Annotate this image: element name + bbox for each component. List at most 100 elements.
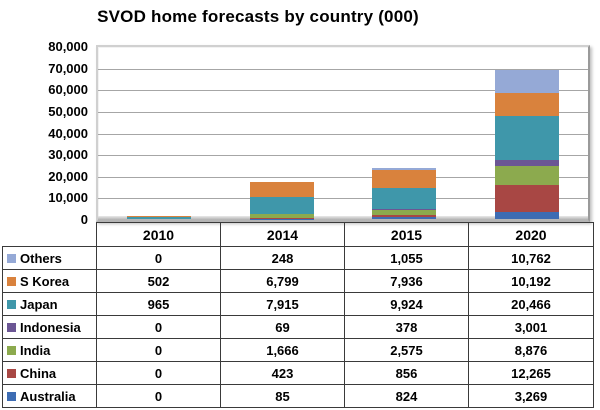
y-axis-tick-label: 70,000 (48, 60, 88, 76)
bar-segment-china-2020 (494, 185, 559, 212)
table-cell: 69 (220, 315, 345, 339)
bar-segment-s-korea-2014 (249, 182, 314, 198)
bar-segment-others-2015 (372, 168, 437, 171)
bar-segment-india-2020 (494, 166, 559, 186)
table-corner-cell (3, 223, 97, 247)
y-axis-tick-label: 50,000 (48, 103, 88, 119)
table-cell: 0 (96, 246, 221, 270)
bar-segment-china-2015 (372, 215, 437, 218)
y-axis-tick-label: 20,000 (48, 168, 88, 184)
table-cell: 1,666 (220, 338, 345, 362)
table-row-india: India 0 1,666 2,575 8,876 (2, 338, 594, 362)
gridline (98, 198, 588, 200)
gridline (98, 133, 588, 135)
bar-stack-2010 (127, 215, 192, 219)
y-axis-tick-label: 60,000 (48, 82, 88, 98)
plot-floor (98, 216, 588, 220)
table-cell: 856 (344, 361, 469, 385)
table-row-china: China 0 423 856 12,265 (2, 361, 594, 385)
bar-segment-india-2014 (249, 214, 314, 218)
legend-label-indonesia: Indonesia (2, 315, 97, 339)
legend-label-japan: Japan (2, 292, 97, 316)
bar-segment-china-2014 (249, 217, 314, 219)
year-header-2010: 2010 (96, 222, 221, 247)
gridline (98, 155, 588, 157)
table-cell: 6,799 (220, 269, 345, 293)
legend-swatch-icon (7, 277, 16, 286)
plot-area (96, 45, 590, 222)
year-header-row: 2010 2014 2015 2020 (3, 222, 594, 247)
table-cell: 824 (344, 384, 469, 408)
table-cell: 3,269 (468, 384, 594, 408)
table-cell: 10,192 (468, 269, 594, 293)
bar-segment-australia-2020 (494, 211, 559, 219)
table-cell: 423 (220, 361, 345, 385)
legend-label-australia: Australia (2, 384, 97, 408)
bar-segment-others-2014 (249, 181, 314, 183)
table-row-others: Others 0 248 1,055 10,762 (2, 246, 594, 270)
table-cell: 7,936 (344, 269, 469, 293)
table-cell: 7,915 (220, 292, 345, 316)
table-cell: 965 (96, 292, 221, 316)
legend-swatch-icon (7, 392, 16, 401)
bar-stack-2014 (249, 181, 314, 219)
bar-segment-india-2015 (372, 209, 437, 216)
bar-segment-s-korea-2015 (372, 170, 437, 188)
table-cell: 20,466 (468, 292, 594, 316)
gridline (98, 176, 588, 178)
data-table: 2010 2014 2015 2020 Others 0 248 1,055 10,762 S … (2, 222, 594, 408)
legend-swatch-icon (7, 323, 16, 332)
bar-segment-indonesia-2015 (372, 209, 437, 210)
legend-label-s-korea: S Korea (2, 269, 97, 293)
y-axis-tick-label: 0 (80, 212, 88, 227)
bar-segment-s-korea-2010 (127, 215, 192, 217)
bar-segment-japan-2015 (372, 187, 437, 209)
table-cell: 0 (96, 361, 221, 385)
bar-segment-indonesia-2020 (494, 159, 559, 167)
table-cell: 8,876 (468, 338, 594, 362)
table-cell: 0 (96, 384, 221, 408)
legend-label-india: India (2, 338, 97, 362)
y-axis-tick-label: 30,000 (48, 147, 88, 163)
bar-segment-japan-2020 (494, 115, 559, 160)
table-cell: 85 (220, 384, 345, 408)
year-header-2014: 2014 (220, 222, 345, 247)
table-cell: 3,001 (468, 315, 594, 339)
table-row-s-korea: S Korea 502 6,799 7,936 10,192 (2, 269, 594, 293)
bar-segment-japan-2014 (249, 197, 314, 215)
gridline (98, 68, 588, 70)
bar-segment-japan-2010 (127, 216, 192, 219)
gridline (98, 111, 588, 113)
table-row-australia: Australia 0 85 824 3,269 (2, 384, 594, 408)
year-header-2020: 2020 (468, 222, 594, 247)
table-cell: 12,265 (468, 361, 594, 385)
y-axis-tick-label: 40,000 (48, 125, 88, 141)
legend-swatch-icon (7, 300, 16, 309)
table-row-indonesia: Indonesia 0 69 378 3,001 (2, 315, 594, 339)
table-cell: 9,924 (344, 292, 469, 316)
chart-title: SVOD home forecasts by country (000) (97, 7, 419, 26)
legend-swatch-icon (7, 369, 16, 378)
table-row-japan: Japan 965 7,915 9,924 20,466 (2, 292, 594, 316)
y-axis-tick-label: 80,000 (48, 39, 88, 54)
legend-swatch-icon (7, 346, 16, 355)
table-cell: 0 (96, 315, 221, 339)
table-cell: 10,762 (468, 246, 594, 270)
table-cell: 2,575 (344, 338, 469, 362)
gridline (98, 90, 588, 92)
legend-label-china: China (2, 361, 97, 385)
year-header-2015: 2015 (344, 222, 469, 247)
legend-label-others: Others (2, 246, 97, 270)
bar-segment-australia-2015 (372, 217, 437, 219)
bar-segment-s-korea-2020 (494, 93, 559, 116)
table-cell: 378 (344, 315, 469, 339)
bar-stack-2020 (494, 70, 559, 219)
legend-swatch-icon (7, 254, 16, 263)
table-cell: 248 (220, 246, 345, 270)
table-cell: 1,055 (344, 246, 469, 270)
y-axis-tick-label: 10,000 (48, 190, 88, 206)
bar-stack-2015 (372, 168, 437, 219)
bar-segment-others-2020 (494, 70, 559, 94)
table-cell: 0 (96, 338, 221, 362)
